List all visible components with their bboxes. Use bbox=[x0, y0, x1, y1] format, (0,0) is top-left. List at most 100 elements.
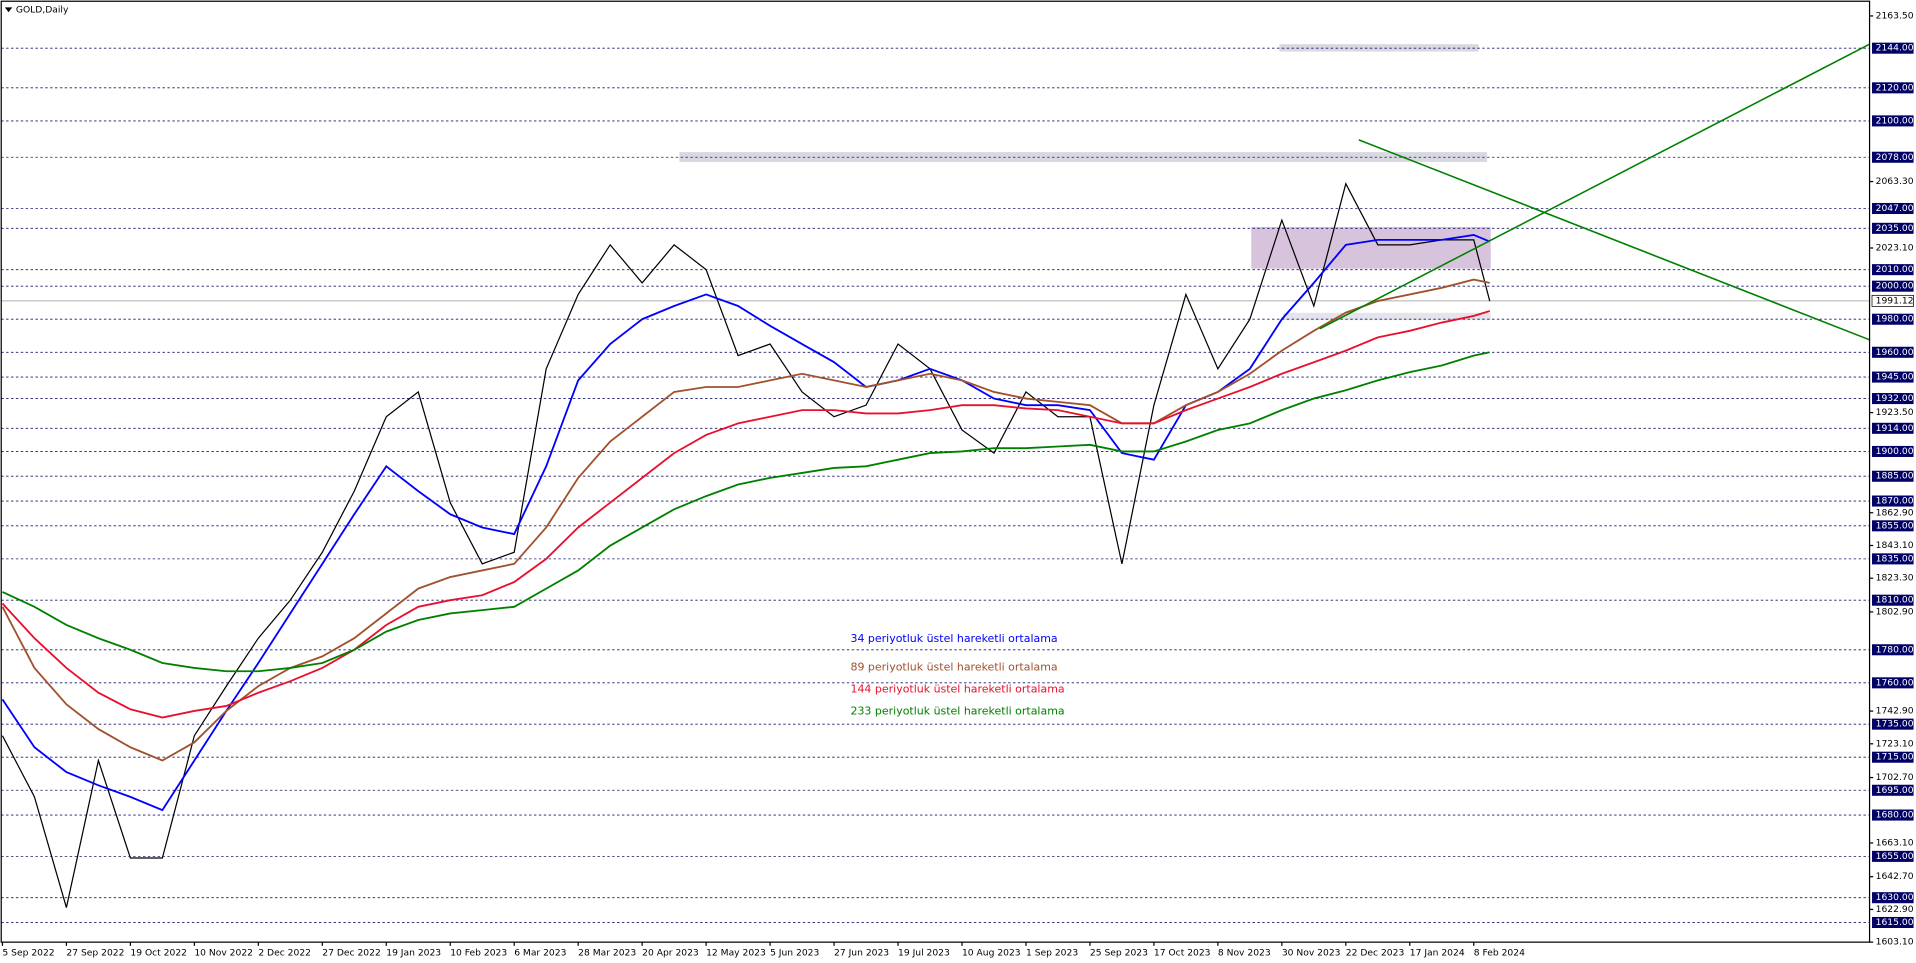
y-tick-label: 1923.50 bbox=[1876, 407, 1914, 418]
y-tick-label: 2063.30 bbox=[1876, 176, 1914, 187]
trend-line bbox=[1358, 139, 1870, 341]
level-label-box bbox=[1872, 850, 1914, 862]
level-label-box bbox=[1872, 202, 1914, 215]
level-label: 2035.00 bbox=[1876, 223, 1914, 234]
menu-arrow bbox=[4, 7, 13, 13]
x-tick-label: 8 Nov 2023 bbox=[1218, 948, 1271, 959]
x-tick-label: 17 Jan 2024 bbox=[1410, 948, 1465, 959]
level-label: 2100.00 bbox=[1876, 115, 1914, 126]
grid bbox=[1, 47, 1870, 923]
level-label: 1655.00 bbox=[1876, 851, 1914, 862]
level-label-box bbox=[1872, 718, 1914, 730]
level-label: 1960.00 bbox=[1876, 347, 1914, 358]
level-label-box bbox=[1872, 280, 1914, 292]
y-tick-label: 1702.70 bbox=[1876, 772, 1914, 783]
level-label: 1680.00 bbox=[1876, 810, 1914, 821]
x-tick-label: 10 Nov 2022 bbox=[194, 948, 253, 959]
x-tick-label: 10 Feb 2023 bbox=[450, 948, 507, 959]
level-label-box bbox=[1872, 445, 1914, 457]
level-label: 1870.00 bbox=[1876, 496, 1914, 507]
y-tick-label: 1603.10 bbox=[1876, 937, 1914, 948]
x-tick-label: 5 Jun 2023 bbox=[770, 948, 819, 959]
level-label-box bbox=[1872, 520, 1914, 532]
level-label-box bbox=[1872, 115, 1914, 127]
level-label-box bbox=[1872, 222, 1914, 234]
level-label: 1980.00 bbox=[1876, 314, 1914, 325]
x-tick-label: 12 May 2023 bbox=[706, 948, 766, 959]
level-label-box bbox=[1872, 422, 1914, 434]
y-tick-label: 1642.70 bbox=[1876, 871, 1914, 882]
level-label: 2144.00 bbox=[1876, 43, 1914, 54]
level-label: 1780.00 bbox=[1876, 644, 1914, 655]
level-label: 2047.00 bbox=[1876, 203, 1914, 214]
level-label-box bbox=[1872, 82, 1914, 94]
level-label: 2120.00 bbox=[1876, 82, 1914, 93]
level-label-box bbox=[1872, 553, 1914, 565]
legend-entry: 89 periyotluk üstel hareketli ortalama bbox=[850, 660, 1057, 673]
legend-entry: 34 periyotluk üstel hareketli ortalama bbox=[850, 632, 1057, 645]
level-label: 1900.00 bbox=[1876, 446, 1914, 457]
x-tick-label: 8 Feb 2024 bbox=[1474, 948, 1525, 959]
level-label-box bbox=[1872, 594, 1914, 606]
legend-entry: 233 periyotluk üstel hareketli ortalama bbox=[850, 705, 1064, 718]
level-label-box bbox=[1872, 677, 1914, 689]
x-tick-label: 25 Sep 2023 bbox=[1090, 948, 1148, 959]
y-tick-label: 2163.50 bbox=[1876, 10, 1914, 21]
trend-line bbox=[1319, 43, 1870, 330]
level-label-box bbox=[1872, 313, 1914, 325]
y-tick-label: 1862.90 bbox=[1876, 507, 1914, 518]
level-label: 1945.00 bbox=[1876, 372, 1914, 383]
level-label: 1932.00 bbox=[1876, 393, 1914, 404]
ema-line bbox=[1, 278, 1490, 762]
chart-title: GOLD,Daily bbox=[16, 4, 69, 15]
level-label: 1855.00 bbox=[1876, 520, 1914, 531]
plot bbox=[1, 182, 1491, 908]
x-tick-label: 30 Nov 2023 bbox=[1282, 948, 1341, 959]
x-tick-label: 1 Sep 2023 bbox=[1026, 948, 1078, 959]
level-label: 1810.00 bbox=[1876, 595, 1914, 606]
level-label-box bbox=[1872, 470, 1914, 482]
level-label-box bbox=[1872, 393, 1914, 405]
y-tick-label: 1723.10 bbox=[1876, 738, 1914, 749]
level-label: 1835.00 bbox=[1876, 553, 1914, 564]
level-label-box bbox=[1872, 495, 1914, 507]
level-label-box bbox=[1872, 264, 1914, 276]
y-tick-label: 2023.10 bbox=[1876, 242, 1914, 253]
x-tick-label: 6 Mar 2023 bbox=[514, 948, 566, 959]
resistance-zone bbox=[1279, 44, 1479, 52]
level-label-box bbox=[1872, 151, 1914, 163]
y-tick-label: 1823.30 bbox=[1876, 573, 1914, 584]
x-tick-label: 22 Dec 2023 bbox=[1346, 948, 1405, 959]
x-tick-label: 2 Dec 2022 bbox=[258, 948, 311, 959]
level-label-box bbox=[1872, 751, 1914, 763]
y-tick-label: 1843.10 bbox=[1876, 540, 1914, 551]
x-tick-label: 19 Oct 2022 bbox=[130, 948, 187, 959]
level-label: 2010.00 bbox=[1876, 264, 1914, 275]
x-tick-label: 27 Sep 2022 bbox=[66, 948, 124, 959]
level-label: 2000.00 bbox=[1876, 281, 1914, 292]
x-tick-label: 17 Oct 2023 bbox=[1154, 948, 1211, 959]
x-tick-label: 27 Jun 2023 bbox=[834, 948, 889, 959]
level-label-box bbox=[1872, 809, 1914, 821]
level-label: 1760.00 bbox=[1876, 677, 1914, 688]
level-label-box bbox=[1872, 784, 1914, 796]
x-tick-label: 28 Mar 2023 bbox=[578, 948, 636, 959]
x-tick-label: 5 Sep 2022 bbox=[2, 948, 54, 959]
legend-entry: 144 periyotluk üstel hareketli ortalama bbox=[850, 682, 1064, 695]
current-price-box bbox=[1871, 294, 1914, 307]
y-tick-label: 1663.10 bbox=[1876, 837, 1914, 848]
level-label: 1715.00 bbox=[1876, 752, 1914, 763]
level-label: 1630.00 bbox=[1876, 892, 1914, 903]
level-label-box bbox=[1872, 916, 1914, 928]
x-tick-label: 19 Jan 2023 bbox=[386, 948, 441, 959]
level-label: 1695.00 bbox=[1876, 785, 1914, 796]
level-label-box bbox=[1872, 42, 1914, 54]
level-label: 1914.00 bbox=[1876, 423, 1914, 434]
ema-line bbox=[2, 351, 1490, 673]
level-label: 1885.00 bbox=[1876, 471, 1914, 482]
x-tick-label: 20 Apr 2023 bbox=[642, 948, 699, 959]
support-zone bbox=[1283, 312, 1491, 321]
x-tick-label: 10 Aug 2023 bbox=[962, 948, 1021, 959]
